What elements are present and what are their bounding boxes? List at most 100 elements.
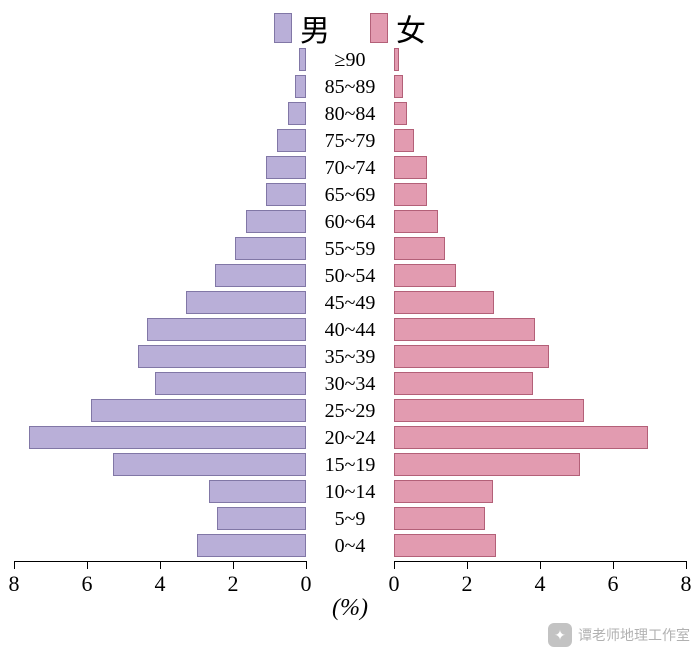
male-bar [235,237,306,260]
female-bar [394,507,485,530]
female-bar [394,75,403,98]
age-group-label: 60~64 [306,212,394,232]
male-bar [147,318,306,341]
axis-tick-label: 8 [9,571,20,597]
axis-tick [613,561,614,569]
female-bar [394,453,580,476]
legend-swatch-female [370,13,388,43]
female-bar [394,426,648,449]
pyramid-row: 30~34 [0,370,700,397]
age-group-label: 30~34 [306,374,394,394]
male-bar [209,480,306,503]
pyramid-row: 5~9 [0,505,700,532]
age-group-label: 80~84 [306,104,394,124]
pyramid-row: 15~19 [0,451,700,478]
female-bar [394,345,549,368]
pyramid-row: 60~64 [0,208,700,235]
pyramid-row: 65~69 [0,181,700,208]
male-bar [217,507,306,530]
pyramid-row: ≥90 [0,46,700,73]
axis-tick [686,561,687,569]
pyramid-row: 20~24 [0,424,700,451]
female-bar [394,399,584,422]
age-group-label: 55~59 [306,239,394,259]
male-bar [299,48,306,71]
chart-legend: 男 女 [0,6,700,50]
pyramid-row: 35~39 [0,343,700,370]
male-bar [266,183,306,206]
age-group-label: 75~79 [306,131,394,151]
male-bar [113,453,306,476]
female-bar [394,156,427,179]
legend-label-female: 女 [396,6,426,50]
age-group-label: 0~4 [306,536,394,556]
age-group-label: 10~14 [306,482,394,502]
male-bar [288,102,306,125]
pyramid-row: 85~89 [0,73,700,100]
age-group-label: 15~19 [306,455,394,475]
age-group-label: 20~24 [306,428,394,448]
pyramid-row: 40~44 [0,316,700,343]
pyramid-row: 0~4 [0,532,700,559]
female-bar [394,183,427,206]
female-bar [394,534,496,557]
female-bar [394,48,399,71]
watermark: ✦ 谭老师地理工作室 [548,623,690,647]
axis-tick-label: 4 [535,571,546,597]
male-bar [91,399,306,422]
axis-tick [87,561,88,569]
pyramid-row: 70~74 [0,154,700,181]
axis-tick-label: 0 [301,571,312,597]
age-group-label: 50~54 [306,266,394,286]
pyramid-row: 50~54 [0,262,700,289]
male-bar [197,534,307,557]
legend-item-female: 女 [370,6,426,50]
x-axis-label: (%) [0,595,700,622]
pyramid-row: 45~49 [0,289,700,316]
male-bar [29,426,306,449]
population-pyramid-chart: 男 女 ≥90 85~89 80~84 75~79 70~74 65~69 60~64 55~… [0,0,700,659]
age-group-label: 35~39 [306,347,394,367]
age-group-label: 65~69 [306,185,394,205]
legend-item-male: 男 [274,6,330,50]
male-bar [138,345,306,368]
female-bar [394,102,407,125]
pyramid-row: 55~59 [0,235,700,262]
male-bar [266,156,306,179]
female-bar [394,237,445,260]
legend-label-male: 男 [300,6,330,50]
axis-tick [306,561,307,569]
legend-swatch-male [274,13,292,43]
age-group-label: 85~89 [306,77,394,97]
female-bar [394,318,535,341]
female-bar [394,372,533,395]
pyramid-row: 25~29 [0,397,700,424]
axis-tick [233,561,234,569]
pyramid-row: 80~84 [0,100,700,127]
axis-tick [394,561,395,569]
axis-tick-label: 6 [82,571,93,597]
axis-tick [467,561,468,569]
age-group-label: ≥90 [306,50,394,70]
age-group-label: 5~9 [306,509,394,529]
female-bar [394,480,493,503]
male-bar [246,210,306,233]
age-group-label: 40~44 [306,320,394,340]
pyramid-row: 75~79 [0,127,700,154]
axis-tick-label: 0 [389,571,400,597]
male-bar [295,75,306,98]
female-bar [394,129,414,152]
age-group-label: 25~29 [306,401,394,421]
age-group-label: 45~49 [306,293,394,313]
female-bar [394,291,494,314]
axis-tick [160,561,161,569]
sparkle-icon: ✦ [548,623,572,647]
male-bar [155,372,306,395]
female-bar [394,210,438,233]
axis-tick-label: 2 [462,571,473,597]
male-bar [277,129,306,152]
age-group-label: 70~74 [306,158,394,178]
pyramid-rows: ≥90 85~89 80~84 75~79 70~74 65~69 60~64 55~59 50… [0,46,700,559]
male-bar [215,264,306,287]
axis-tick-label: 6 [608,571,619,597]
